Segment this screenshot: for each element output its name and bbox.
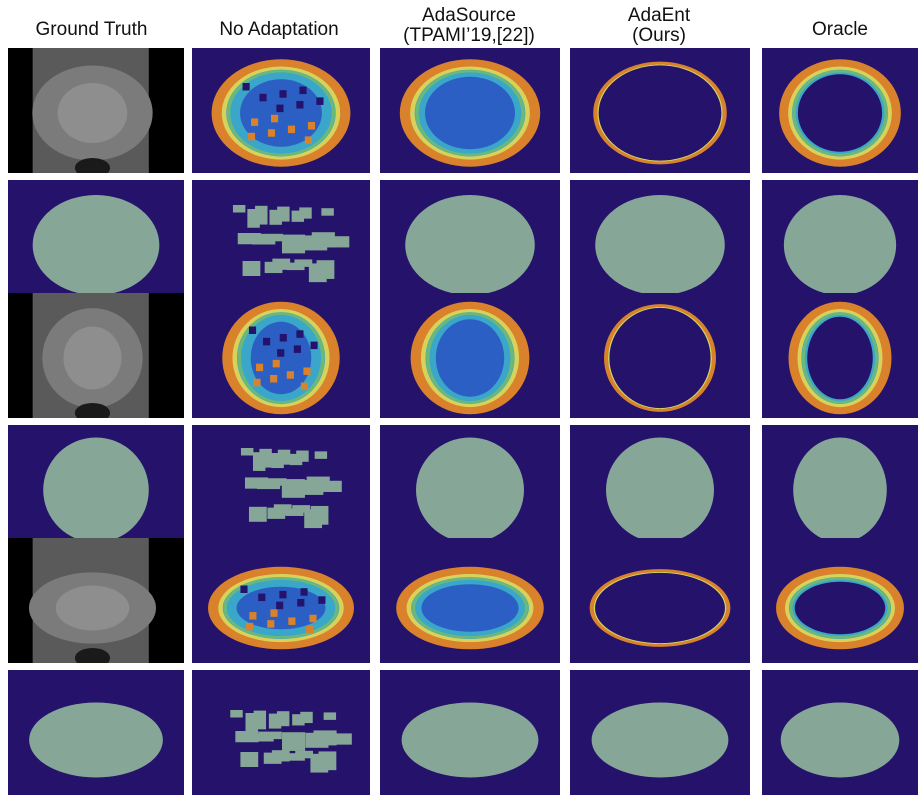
- segmentation-mask-image: [570, 425, 750, 550]
- segmentation-mask-image: [8, 425, 184, 550]
- segmentation-mask-image: [380, 425, 560, 550]
- entropy-map-no-adaptation-case-2: [192, 293, 370, 418]
- entropy-map-oracle-case-1: [762, 48, 918, 173]
- segmentation-mask-image: [380, 670, 560, 795]
- segmentation-mask-oracle-case-3: [762, 670, 918, 795]
- entropy-map-adaent-case-1: [570, 48, 750, 173]
- entropy-map-image: [570, 48, 750, 173]
- segmentation-mask-no-adaptation-case-1: [192, 180, 370, 305]
- header-title: AdaEnt: [627, 5, 691, 26]
- entropy-map-image: [192, 293, 370, 418]
- segmentation-mask-no-adaptation-case-2: [192, 425, 370, 550]
- column-header-adaent: AdaEnt (Ours): [568, 6, 750, 46]
- entropy-map-image: [380, 538, 560, 663]
- header-title: No Adaptation: [219, 19, 339, 40]
- column-header-oracle: Oracle: [760, 20, 920, 40]
- entropy-map-adasource-case-2: [380, 293, 560, 418]
- segmentation-mask-image: [8, 670, 184, 795]
- segmentation-mask-oracle-case-1: [762, 180, 918, 305]
- entropy-map-image: [8, 48, 184, 173]
- segmentation-mask-oracle-case-2: [762, 425, 918, 550]
- column-header-no-adaptation: No Adaptation: [190, 20, 368, 40]
- segmentation-mask-adaent-case-3: [570, 670, 750, 795]
- entropy-map-image: [570, 293, 750, 418]
- header-title: Oracle: [812, 19, 868, 40]
- header-title: Ground Truth: [35, 19, 148, 40]
- entropy-map-image: [192, 538, 370, 663]
- entropy-map-image: [380, 48, 560, 173]
- segmentation-mask-ground-truth-case-1: [8, 180, 184, 305]
- column-header-ground-truth: Ground Truth: [4, 20, 179, 40]
- segmentation-mask-ground-truth-case-2: [8, 425, 184, 550]
- entropy-map-ground-truth-case-3: [8, 538, 184, 663]
- entropy-map-image: [380, 293, 560, 418]
- entropy-map-image: [762, 293, 918, 418]
- entropy-map-image: [192, 48, 370, 173]
- segmentation-mask-image: [192, 425, 370, 550]
- segmentation-mask-image: [762, 425, 918, 550]
- entropy-map-adaent-case-3: [570, 538, 750, 663]
- segmentation-mask-no-adaptation-case-3: [192, 670, 370, 795]
- segmentation-mask-image: [192, 670, 370, 795]
- segmentation-mask-image: [762, 180, 918, 305]
- entropy-map-image: [762, 48, 918, 173]
- entropy-map-no-adaptation-case-3: [192, 538, 370, 663]
- segmentation-mask-adasource-case-3: [380, 670, 560, 795]
- header-subtitle: (Ours): [632, 25, 686, 46]
- header-subtitle: (TPAMI’19,[22]): [403, 25, 535, 46]
- entropy-map-image: [8, 538, 184, 663]
- segmentation-mask-adaent-case-2: [570, 425, 750, 550]
- segmentation-mask-image: [762, 670, 918, 795]
- entropy-map-no-adaptation-case-1: [192, 48, 370, 173]
- entropy-map-ground-truth-case-2: [8, 293, 184, 418]
- entropy-map-image: [8, 293, 184, 418]
- header-title: AdaSource: [421, 5, 516, 26]
- segmentation-mask-adaent-case-1: [570, 180, 750, 305]
- entropy-map-adasource-case-1: [380, 48, 560, 173]
- segmentation-mask-ground-truth-case-3: [8, 670, 184, 795]
- segmentation-mask-image: [380, 180, 560, 305]
- segmentation-mask-image: [570, 180, 750, 305]
- segmentation-mask-image: [8, 180, 184, 305]
- entropy-map-image: [570, 538, 750, 663]
- entropy-map-adasource-case-3: [380, 538, 560, 663]
- entropy-map-oracle-case-2: [762, 293, 918, 418]
- entropy-map-oracle-case-3: [762, 538, 918, 663]
- segmentation-mask-image: [570, 670, 750, 795]
- entropy-map-image: [762, 538, 918, 663]
- entropy-map-adaent-case-2: [570, 293, 750, 418]
- segmentation-mask-adasource-case-2: [380, 425, 560, 550]
- column-header-adasource: AdaSource (TPAMI’19,[22]): [378, 6, 560, 46]
- entropy-map-ground-truth-case-1: [8, 48, 184, 173]
- segmentation-mask-image: [192, 180, 370, 305]
- segmentation-mask-adasource-case-1: [380, 180, 560, 305]
